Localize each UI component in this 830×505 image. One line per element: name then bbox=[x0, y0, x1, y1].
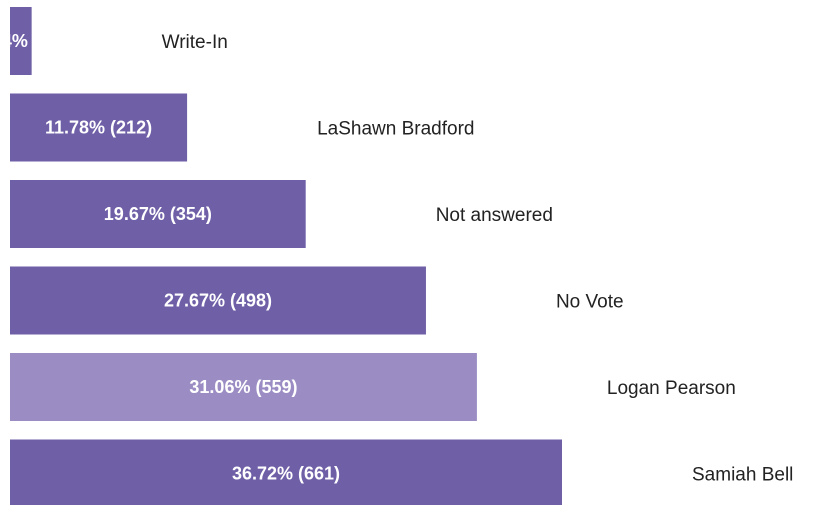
bar-group-0: 1.44% (26) Write-In bbox=[0, 7, 228, 75]
category-label-5: Samiah Bell bbox=[692, 465, 793, 486]
bar-group-4: 31.06% (559) Logan Pearson bbox=[10, 353, 736, 421]
category-label-0: Write-In bbox=[162, 32, 228, 53]
bar-5[interactable] bbox=[10, 439, 562, 505]
bar-0[interactable] bbox=[10, 7, 32, 75]
bar-1[interactable] bbox=[10, 93, 188, 162]
bar-group-2: 19.67% (354) Not answered bbox=[10, 180, 553, 248]
data-label-4: 31.06% (559) bbox=[189, 377, 297, 397]
category-label-1: LaShawn Bradford bbox=[317, 119, 474, 140]
data-label-5: 36.72% (661) bbox=[232, 464, 340, 484]
bar-2[interactable] bbox=[10, 180, 306, 248]
data-label-0: 1.44% (26) bbox=[0, 31, 65, 51]
bar-group-1: 11.78% (212) LaShawn Bradford bbox=[10, 93, 474, 162]
bar-4[interactable] bbox=[10, 353, 477, 421]
bar-group-5: 36.72% (661) Samiah Bell bbox=[10, 439, 793, 505]
category-label-3: No Vote bbox=[556, 292, 624, 313]
data-label-2: 19.67% (354) bbox=[104, 204, 212, 224]
bar-3[interactable] bbox=[10, 266, 426, 335]
data-label-1: 11.78% (212) bbox=[45, 118, 152, 138]
data-label-3: 27.67% (498) bbox=[164, 291, 272, 311]
category-label-2: Not answered bbox=[436, 205, 553, 226]
bar-group-3: 27.67% (498) No Vote bbox=[10, 266, 624, 335]
category-label-4: Logan Pearson bbox=[607, 378, 736, 399]
